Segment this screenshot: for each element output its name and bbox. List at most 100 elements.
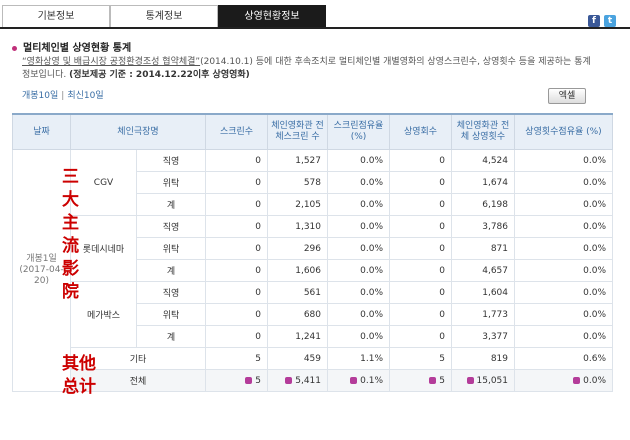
cell-value: 296 <box>303 243 321 254</box>
cell: 0 <box>205 193 268 216</box>
cell-value: 0.0% <box>583 221 606 232</box>
cell: 0 <box>389 215 452 238</box>
cell: 0 <box>205 171 268 194</box>
cell: 0 <box>389 171 452 194</box>
twitter-icon[interactable]: t <box>604 15 616 27</box>
cell-value: 0.0% <box>360 331 383 342</box>
cell: 0.0% <box>327 281 390 304</box>
cell-value: 4,657 <box>482 265 508 276</box>
cell: 0 <box>389 259 452 282</box>
cell-value: 680 <box>303 309 321 320</box>
cell: 0 <box>389 237 452 260</box>
cell: 0 <box>205 215 268 238</box>
cell-value: 0.0% <box>583 243 606 254</box>
cell: 5 <box>389 369 452 392</box>
row-label: 전체 <box>70 369 206 392</box>
cell-value: 0.0% <box>360 199 383 210</box>
tab-active[interactable]: 상영현황정보 <box>218 5 326 27</box>
cell-value: 0.0% <box>360 221 383 232</box>
cell: 0 <box>205 303 268 326</box>
cell: 0 <box>205 325 268 348</box>
filters: 개봉10일 | 최신10일 <box>22 91 104 101</box>
excel-button[interactable]: 엑셀 <box>548 88 586 104</box>
cell: 1,604 <box>451 281 515 304</box>
cell: 0 <box>205 259 268 282</box>
row-type: 계 <box>136 259 206 282</box>
table-row: 롯데시네마 직영 0 1,310 0.0% 0 3,786 0.0% <box>13 215 613 282</box>
cell: 3,377 <box>451 325 515 348</box>
cell: 0.0% <box>327 215 390 238</box>
tab[interactable]: 통계정보 <box>110 5 218 27</box>
cell-value: 0 <box>439 309 445 320</box>
filter-link[interactable]: 최신10일 <box>67 91 104 101</box>
cell-value: 5 <box>255 353 261 364</box>
cell-value: 3,786 <box>482 221 508 232</box>
cell: 0.0% <box>514 237 613 260</box>
cell-value: 0.0% <box>360 243 383 254</box>
cell-value: 0.0% <box>360 309 383 320</box>
cell-value: 578 <box>303 177 321 188</box>
cell: 0.0% <box>327 193 390 216</box>
cell-value: 0.0% <box>583 177 606 188</box>
cell-value: 15,051 <box>476 375 509 386</box>
row-type: 위탁 <box>136 171 206 194</box>
chain-name: CGV <box>70 149 137 216</box>
cell: 0 <box>389 193 452 216</box>
cell: 459 <box>267 347 328 370</box>
cell: 0.0% <box>327 171 390 194</box>
cell: 871 <box>451 237 515 260</box>
cell: 4,524 <box>451 149 515 172</box>
cell-value: 0.0% <box>583 331 606 342</box>
cell-value: 0.0% <box>583 155 606 166</box>
cell: 0.0% <box>327 325 390 348</box>
cell-value: 1,773 <box>482 309 508 320</box>
cell-value: 0 <box>439 155 445 166</box>
section-title: 멀티체인별 상영현황 통계 <box>12 39 131 54</box>
row-type: 직영 <box>136 149 206 172</box>
tab[interactable]: 기본정보 <box>2 5 110 27</box>
cell: 1,674 <box>451 171 515 194</box>
cell-value: 0 <box>439 221 445 232</box>
cell: 0.0% <box>514 149 613 172</box>
total-row: 전체 5 5,411 0.1% 5 15,051 0.0% <box>13 369 613 392</box>
table-row: 개봉1일 (2017-04-20) CGV 직영 0 1,527 0.0% 0 4,524 0.… <box>12 149 613 392</box>
cell-value: 5,411 <box>295 375 321 386</box>
cell: 1.1% <box>327 347 390 370</box>
row-type: 위탁 <box>136 237 206 260</box>
description-text: (2014.10.1) 등에 대한 후속조치로 멀티체인별 개별영화의 상영스크… <box>22 57 591 80</box>
facebook-icon[interactable]: f <box>588 15 600 27</box>
cell-value: 0 <box>439 243 445 254</box>
tab-bar: 기본정보 통계정보 상영현황정보 f t <box>0 5 630 29</box>
table-body: 개봉1일 (2017-04-20) CGV 직영 0 1,527 0.0% 0 4,524 0.… <box>12 149 613 392</box>
stats-table: 날짜 체인극장명 스크린수 체인영화관 전체스크린 수 스크린점유율 (%) 상영회수 체인… <box>12 113 613 392</box>
cell-value: 0 <box>255 221 261 232</box>
table-row: 위탁 0 680 0.0% 0 1,773 0.0% <box>13 303 613 326</box>
cell: 0 <box>205 281 268 304</box>
cell-value: 1,527 <box>295 155 321 166</box>
chain-name: 롯데시네마 <box>70 215 137 282</box>
column-header: 상영횟수점유율 (%) <box>514 113 613 150</box>
cell: 0.0% <box>327 237 390 260</box>
column-header: 체인영화관 전체스크린 수 <box>267 113 328 150</box>
cell: 561 <box>267 281 328 304</box>
cell: 3,786 <box>451 215 515 238</box>
cell-value: 4,524 <box>482 155 508 166</box>
cell-value: 1,241 <box>295 331 321 342</box>
icon <box>350 376 358 384</box>
cell: 0 <box>389 149 452 172</box>
cell: 4,657 <box>451 259 515 282</box>
description-link[interactable]: “영화상영 및 배급시장 공정환경조성 협약체결” <box>22 57 201 67</box>
row-type: 위탁 <box>136 303 206 326</box>
cell-value: 0.0% <box>583 309 606 320</box>
cell: 0.1% <box>327 369 390 392</box>
cell-value: 0 <box>255 287 261 298</box>
cell-value: 0 <box>439 177 445 188</box>
filter-link[interactable]: 개봉10일 <box>22 91 59 101</box>
row-type: 직영 <box>136 281 206 304</box>
cell: 0.0% <box>514 281 613 304</box>
cell-value: 871 <box>490 243 508 254</box>
description-note: (정보제공 기준 : 2014.12.22이후 상영영화) <box>69 70 250 80</box>
annotation: 总计 <box>62 377 96 397</box>
column-header: 체인극장명 <box>70 113 206 150</box>
